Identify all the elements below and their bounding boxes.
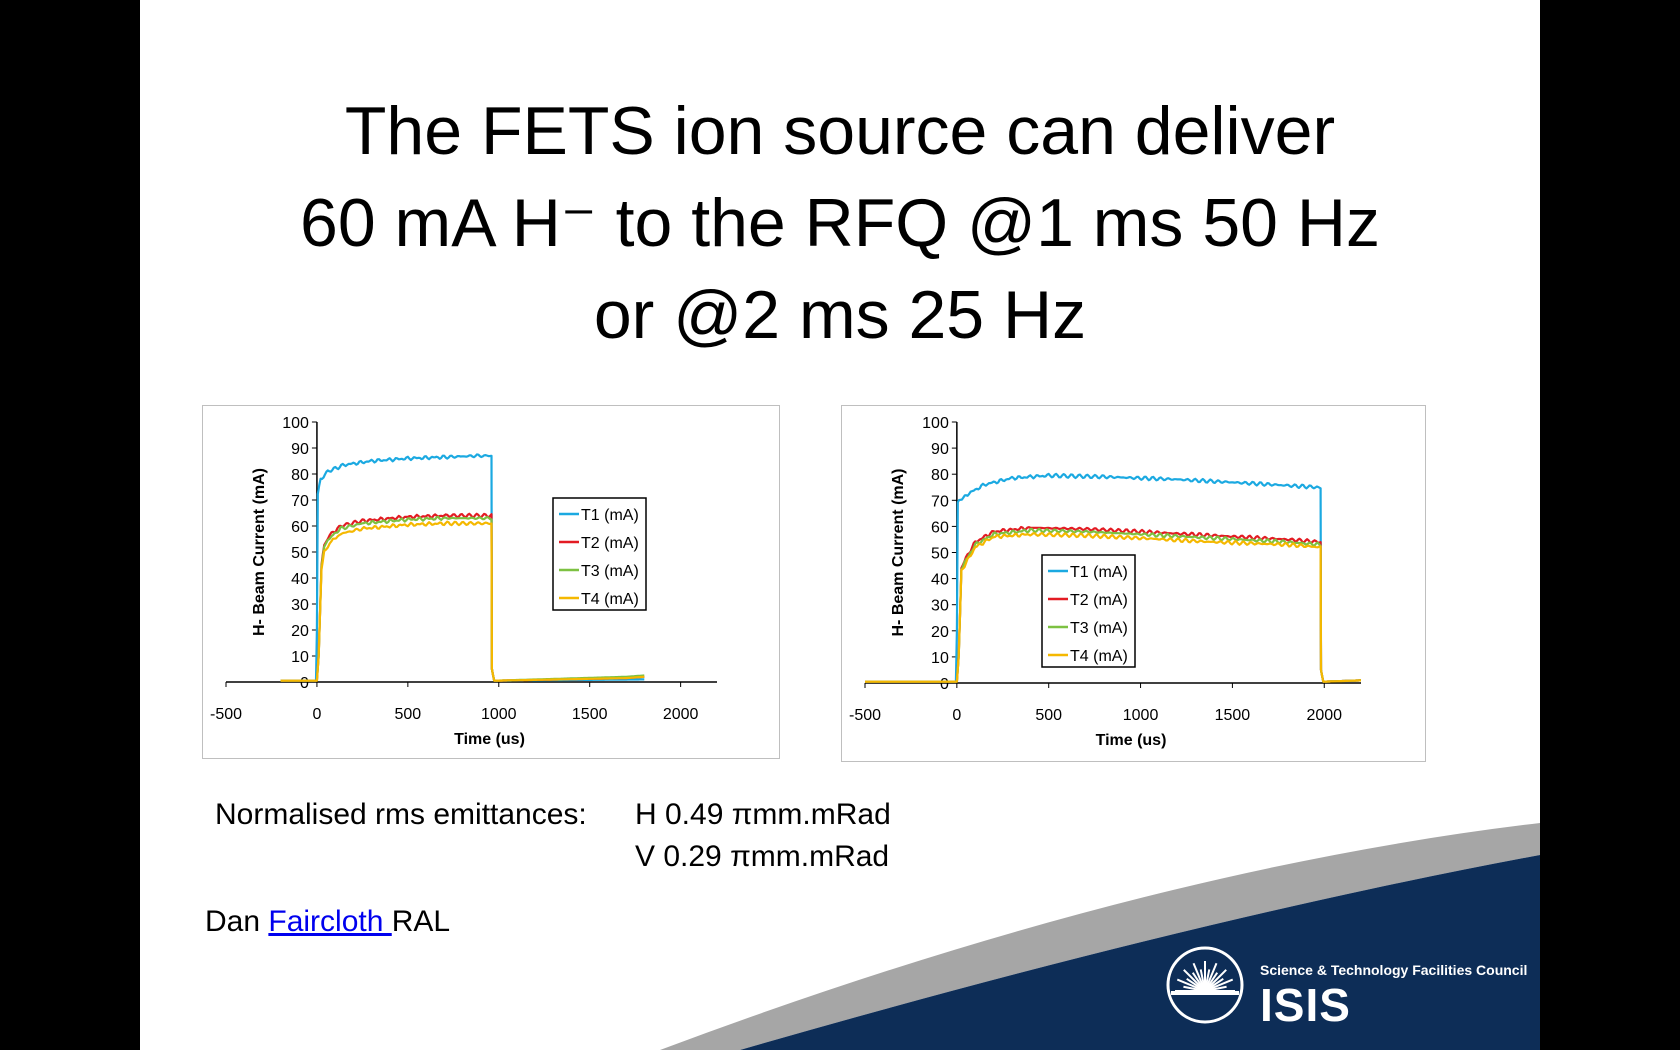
isis-logo: Science & Technology Facilities Council … <box>1160 940 1527 1031</box>
emittance-h: H 0.49 πmm.mRad <box>635 798 891 831</box>
y-tick-label: 10 <box>931 650 949 667</box>
y-axis-label: H- Beam Current (mA) <box>890 468 907 636</box>
author-credit: Dan Faircloth RAL <box>205 905 450 939</box>
slide-title: The FETS ion source can deliver 60 mA H⁻… <box>140 85 1540 361</box>
y-tick-label: 40 <box>931 572 949 589</box>
x-tick-label: 2000 <box>1306 707 1342 724</box>
x-tick-label: 0 <box>312 706 321 723</box>
logo-council-text: Science & Technology Facilities Council <box>1260 962 1528 978</box>
x-tick-label: 2000 <box>663 706 699 723</box>
x-tick-label: 1000 <box>1123 707 1159 724</box>
y-axis-label: H- Beam Current (mA) <box>251 468 268 636</box>
x-tick-label: 1500 <box>572 706 608 723</box>
y-tick-label: 60 <box>291 519 309 536</box>
x-tick-label: 1000 <box>481 706 517 723</box>
y-tick-label: 70 <box>931 493 949 510</box>
y-tick-label: 70 <box>291 493 309 510</box>
title-line-2: 60 mA H⁻ to the RFQ @1 ms 50 Hz <box>300 185 1380 261</box>
author-first-name: Dan <box>205 905 269 938</box>
legend-label: T1 (mA) <box>581 507 639 524</box>
legend-label: T1 (mA) <box>1070 564 1128 581</box>
slide: The FETS ion source can deliver 60 mA H⁻… <box>140 0 1540 1050</box>
legend-label: T3 (mA) <box>581 563 639 580</box>
chart-1ms: 0 10 20 30 40 50 60 70 80 90 100 -500 0 500 1000 1500 20… <box>202 405 780 759</box>
emittance-label: Normalised rms emittances: <box>215 798 587 831</box>
y-tick-label: 100 <box>282 415 309 432</box>
chart-legend: T1 (mA) T2 (mA) T3 (mA) T4 (mA) <box>1041 554 1136 668</box>
y-tick-label: 0 <box>940 676 949 693</box>
x-tick-label: -500 <box>849 707 881 724</box>
author-org: RAL <box>391 905 451 938</box>
y-tick-label: 10 <box>291 649 309 666</box>
y-tick-label: 20 <box>931 624 949 641</box>
y-tick-label: 80 <box>291 467 309 484</box>
legend-label: T4 (mA) <box>581 591 639 608</box>
y-tick-label: 40 <box>291 571 309 588</box>
y-tick-label: 100 <box>922 415 949 432</box>
author-surname-link[interactable]: Faircloth <box>268 905 392 938</box>
y-tick-label: 20 <box>291 623 309 640</box>
y-tick-label: 80 <box>931 467 949 484</box>
series-line-4 <box>865 532 1361 683</box>
x-axis-label: Time (us) <box>454 731 525 748</box>
y-tick-label: 90 <box>291 441 309 458</box>
x-tick-label: -500 <box>210 706 242 723</box>
swoosh-navy-band <box>740 855 1540 1050</box>
x-tick-label: 500 <box>395 706 422 723</box>
legend-label: T2 (mA) <box>581 535 639 552</box>
x-tick-label: 1500 <box>1215 707 1251 724</box>
chart-2ms: 0 10 20 30 40 50 60 70 80 90 100 -500 0 500 1000 1500 20… <box>841 405 1426 762</box>
y-tick-label: 50 <box>931 546 949 563</box>
legend-box <box>1041 554 1136 668</box>
y-tick-label: 30 <box>931 598 949 615</box>
series-line-4 <box>280 520 645 682</box>
legend-box <box>552 497 647 611</box>
x-tick-label: 500 <box>1035 707 1062 724</box>
title-line-1: The FETS ion source can deliver <box>344 93 1336 169</box>
legend-label: T3 (mA) <box>1070 620 1128 637</box>
y-tick-label: 60 <box>931 519 949 536</box>
legend-label: T2 (mA) <box>1070 592 1128 609</box>
title-line-3: or @2 ms 25 Hz <box>593 277 1087 353</box>
background-swoosh <box>660 823 1540 1050</box>
logo-isis-text: ISIS <box>1260 979 1351 1031</box>
sunburst-icon <box>1166 946 1244 1024</box>
emittance-v: V 0.29 πmm.mRad <box>635 840 890 873</box>
chart-legend: T1 (mA) T2 (mA) T3 (mA) T4 (mA) <box>552 497 647 611</box>
y-tick-label: 30 <box>291 597 309 614</box>
x-tick-label: 0 <box>952 707 961 724</box>
y-tick-label: 90 <box>931 441 949 458</box>
y-tick-label: 0 <box>300 675 309 692</box>
legend-label: T4 (mA) <box>1070 648 1128 665</box>
y-tick-label: 50 <box>291 545 309 562</box>
x-axis-label: Time (us) <box>1096 732 1167 749</box>
swoosh-grey-band <box>660 823 1540 1050</box>
